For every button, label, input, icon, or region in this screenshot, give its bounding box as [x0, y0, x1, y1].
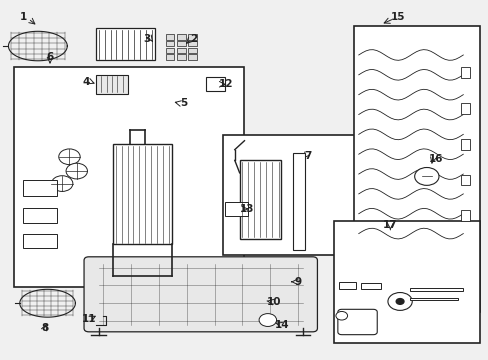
Text: 17: 17: [382, 220, 397, 230]
Bar: [177, 41, 185, 46]
Bar: [460, 139, 468, 150]
Text: 13: 13: [239, 204, 254, 214]
Bar: [409, 288, 462, 291]
Bar: [409, 297, 458, 300]
Text: 14: 14: [275, 320, 289, 330]
Circle shape: [259, 314, 276, 327]
Bar: [239, 160, 281, 239]
Text: 7: 7: [304, 151, 311, 161]
Bar: [205, 77, 224, 91]
Bar: [188, 48, 197, 53]
Bar: [188, 54, 197, 60]
Text: 16: 16: [428, 154, 443, 163]
Text: 9: 9: [294, 277, 301, 287]
Circle shape: [66, 163, 87, 179]
Bar: [188, 34, 197, 40]
Text: 2: 2: [189, 34, 197, 44]
Bar: [460, 67, 468, 78]
Bar: [165, 41, 174, 46]
Bar: [292, 153, 305, 249]
Text: 11: 11: [81, 314, 96, 324]
Bar: [23, 208, 57, 223]
Circle shape: [335, 311, 347, 320]
Text: 6: 6: [46, 52, 54, 62]
Bar: [177, 48, 185, 53]
Bar: [460, 175, 468, 185]
Bar: [222, 135, 361, 255]
Text: 8: 8: [41, 323, 49, 333]
Bar: [165, 54, 174, 60]
Bar: [165, 34, 174, 40]
Circle shape: [414, 167, 438, 185]
Text: 10: 10: [266, 297, 280, 307]
Bar: [460, 210, 468, 221]
Text: 12: 12: [218, 79, 233, 89]
Circle shape: [395, 298, 403, 304]
FancyBboxPatch shape: [84, 257, 317, 332]
FancyBboxPatch shape: [337, 309, 376, 335]
Bar: [188, 41, 197, 46]
Bar: [177, 54, 185, 60]
Bar: [353, 26, 479, 312]
Bar: [177, 34, 185, 40]
Circle shape: [387, 293, 411, 310]
Text: 5: 5: [180, 98, 187, 108]
Bar: [165, 48, 174, 53]
Bar: [14, 67, 244, 287]
Bar: [460, 103, 468, 114]
Text: 15: 15: [389, 13, 404, 22]
Circle shape: [51, 176, 73, 192]
Bar: [113, 144, 171, 244]
Bar: [23, 234, 57, 248]
Circle shape: [59, 149, 80, 165]
Bar: [334, 221, 479, 342]
Bar: [96, 75, 127, 94]
Text: 1: 1: [20, 13, 27, 22]
Bar: [361, 283, 380, 289]
Bar: [339, 282, 356, 289]
Bar: [96, 28, 154, 60]
Text: 4: 4: [82, 77, 90, 87]
Text: 3: 3: [143, 34, 151, 44]
Bar: [23, 180, 57, 196]
Bar: [224, 202, 248, 216]
